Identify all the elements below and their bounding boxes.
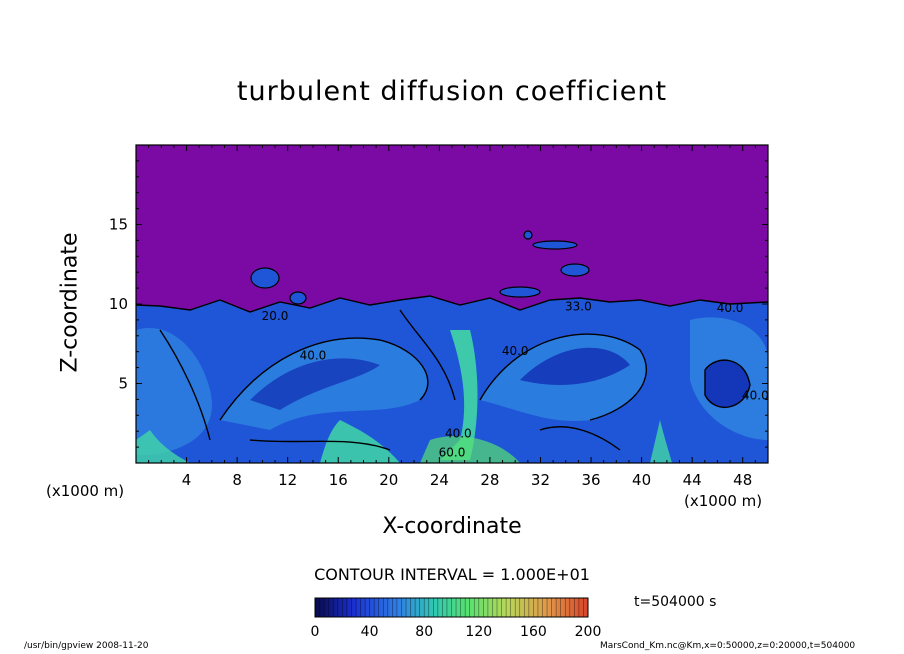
contour-label: 60.0	[439, 446, 466, 460]
x-axis-ticks: 4 8 12 16 20 24 28 32 36 40 44 48	[148, 145, 756, 489]
x-tick-label: 28	[480, 471, 499, 489]
x-tick-label: 48	[733, 471, 752, 489]
colorbar-ticks: 0 40 80 120 160 200	[311, 624, 602, 640]
y-tick-label: 5	[118, 375, 128, 393]
heatmap-field	[136, 145, 768, 463]
contour-labels: 20.0 40.0 40.0 40.0 60.0 40.0 40.0 33.0	[262, 299, 769, 459]
contour-label: 33.0	[565, 299, 592, 313]
contour-lines	[136, 295, 768, 451]
contour-label: 20.0	[262, 309, 289, 323]
footer-right: MarsCond_Km.nc@Km,x=0:50000,z=0:20000,t=…	[600, 641, 856, 651]
colorbar-tick-label: 200	[575, 624, 602, 640]
x-tick-label: 40	[632, 471, 651, 489]
x-tick-label: 44	[683, 471, 702, 489]
colorbar-stripes	[319, 598, 584, 617]
chart-title: turbulent diffusion coefficient	[236, 76, 668, 107]
y-axis-label: Z-coordinate	[57, 232, 83, 373]
x-tick-label: 20	[379, 471, 398, 489]
colorbar-tick-label: 120	[465, 624, 492, 640]
upper-blobs	[250, 230, 590, 305]
x-tick-label: 36	[581, 471, 600, 489]
contour-label: 40.0	[445, 427, 472, 441]
colorbar-tick-label: 0	[311, 624, 320, 640]
contour-label: 40.0	[300, 349, 327, 363]
x-tick-label: 4	[182, 471, 192, 489]
x-tick-label: 32	[531, 471, 550, 489]
x-tick-label: 24	[430, 471, 449, 489]
colorbar-tick-label: 40	[361, 624, 379, 640]
x-tick-label: 8	[232, 471, 242, 489]
x-tick-label: 16	[329, 471, 348, 489]
contour-interval: CONTOUR INTERVAL = 1.000E+01	[314, 565, 590, 584]
x-axis-label: X-coordinate	[382, 514, 522, 539]
time-label: t=504000 s	[634, 594, 717, 610]
contour-label: 40.0	[502, 344, 529, 358]
y-tick-label: 15	[109, 216, 128, 234]
contour-label: 40.0	[717, 301, 744, 315]
y-axis-unit: (x1000 m)	[46, 482, 125, 500]
y-axis-ticks: 5 10 15	[109, 160, 768, 448]
x-axis-unit: (x1000 m)	[684, 492, 763, 510]
colorbar-tick-label: 80	[415, 624, 433, 640]
y-tick-label: 10	[109, 295, 128, 313]
contour-label: 40.0	[742, 388, 769, 402]
footer-left: /usr/bin/gpview 2008-11-20	[24, 641, 149, 651]
x-tick-label: 12	[278, 471, 297, 489]
colorbar-tick-label: 160	[520, 624, 547, 640]
